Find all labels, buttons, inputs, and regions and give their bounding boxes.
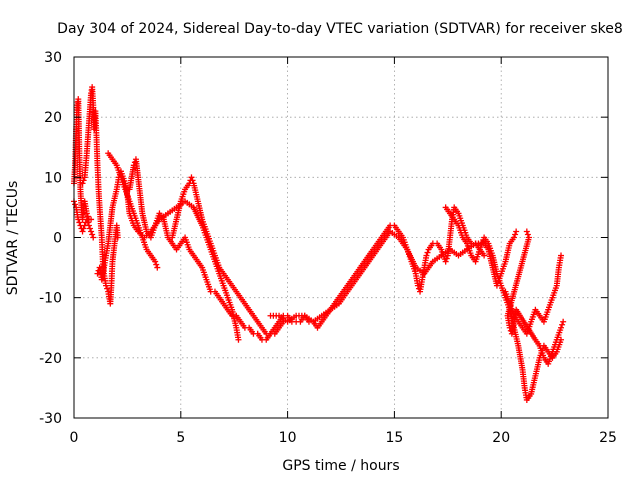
data-point <box>524 231 531 238</box>
y-tick-label: 30 <box>44 50 62 66</box>
series-track-8 <box>267 228 520 325</box>
data-point <box>87 225 94 232</box>
y-tick-label: -30 <box>39 411 62 427</box>
data-point <box>506 324 513 331</box>
data-point <box>558 252 565 259</box>
data-point <box>523 228 530 235</box>
series-track-5 <box>105 150 161 271</box>
data-point <box>83 216 90 223</box>
series-track-3 <box>79 84 121 307</box>
data-point <box>414 282 421 289</box>
series-track-1 <box>71 96 95 223</box>
data-point <box>89 231 96 238</box>
data-point <box>424 249 431 256</box>
series-track-4 <box>94 168 242 343</box>
data-point <box>114 234 121 241</box>
axis-ticks <box>73 56 609 419</box>
data-point <box>558 324 565 331</box>
chart-title: Day 304 of 2024, Sidereal Day-to-day VTE… <box>57 21 623 37</box>
y-tick-labels: -30 -20 -10 0 10 20 30 <box>39 50 62 427</box>
data-point <box>76 219 83 226</box>
data-points <box>71 84 567 403</box>
x-tick-label: 10 <box>279 430 297 446</box>
series-track-11 <box>504 228 567 367</box>
y-tick-label: 20 <box>44 110 62 126</box>
data-point <box>104 285 111 292</box>
data-point <box>511 234 518 241</box>
y-axis-title: SDTVAR / TECUs <box>5 181 21 296</box>
data-point <box>188 174 195 181</box>
data-point <box>94 270 101 277</box>
y-tick-label: 0 <box>53 231 62 247</box>
x-tick-label: 0 <box>70 430 79 446</box>
data-point <box>423 252 430 259</box>
data-point <box>84 219 91 226</box>
data-point <box>154 264 161 271</box>
data-point <box>512 231 519 238</box>
data-point <box>443 255 450 262</box>
data-point <box>513 228 520 235</box>
data-point <box>84 213 91 220</box>
data-point <box>560 318 567 325</box>
data-point <box>90 234 97 241</box>
data-point <box>235 336 242 343</box>
data-point <box>79 228 86 235</box>
series-track-9 <box>442 204 565 403</box>
x-tick-labels: 0 5 10 15 20 25 <box>70 430 617 446</box>
data-point <box>481 252 488 259</box>
x-tick-label: 20 <box>492 430 510 446</box>
y-tick-label: -10 <box>39 291 62 307</box>
x-tick-label: 25 <box>599 430 617 446</box>
data-point <box>103 282 110 289</box>
data-point <box>189 177 196 184</box>
data-point <box>85 222 92 229</box>
data-point <box>153 261 160 268</box>
series-track-6 <box>126 156 287 343</box>
data-point <box>83 210 90 217</box>
x-axis-title: GPS time / hours <box>282 458 399 474</box>
data-point <box>75 216 82 223</box>
y-tick-label: -20 <box>39 351 62 367</box>
data-point <box>559 321 566 328</box>
data-point <box>88 228 95 235</box>
data-point <box>80 177 87 184</box>
data-point <box>442 258 449 265</box>
data-point <box>72 201 79 208</box>
y-tick-label: 10 <box>44 170 62 186</box>
x-tick-label: 5 <box>176 430 185 446</box>
data-point <box>80 225 87 232</box>
data-point <box>79 180 86 187</box>
data-point <box>152 258 159 265</box>
x-tick-label: 15 <box>385 430 403 446</box>
